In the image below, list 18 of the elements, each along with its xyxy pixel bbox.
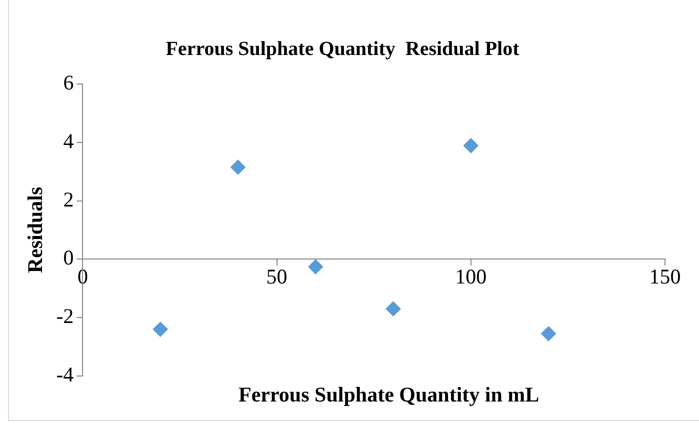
point [541, 326, 556, 342]
point [308, 259, 324, 274]
y-axis-title: Residuals [23, 186, 48, 274]
y-tick-label: -4 [56, 362, 74, 387]
x-axis-title: Ferrous Sulphate Quantity in mL [238, 382, 540, 406]
y-tick-label: 0 [63, 246, 74, 270]
y-tick-label: 4 [63, 128, 74, 153]
y-tick-label: -2 [56, 304, 74, 328]
x-tick-label: 50 [266, 264, 288, 288]
y-tick-label: 2 [63, 187, 74, 212]
chart-title: Ferrous Sulphate Quantity Residual Plot [166, 38, 520, 60]
point [230, 160, 246, 175]
x-tick-label: 100 [455, 264, 487, 288]
point [463, 138, 478, 154]
point [152, 322, 168, 337]
point [386, 301, 401, 316]
y-tick-label: 6 [63, 70, 74, 95]
x-tick-label: 150 [649, 264, 681, 288]
